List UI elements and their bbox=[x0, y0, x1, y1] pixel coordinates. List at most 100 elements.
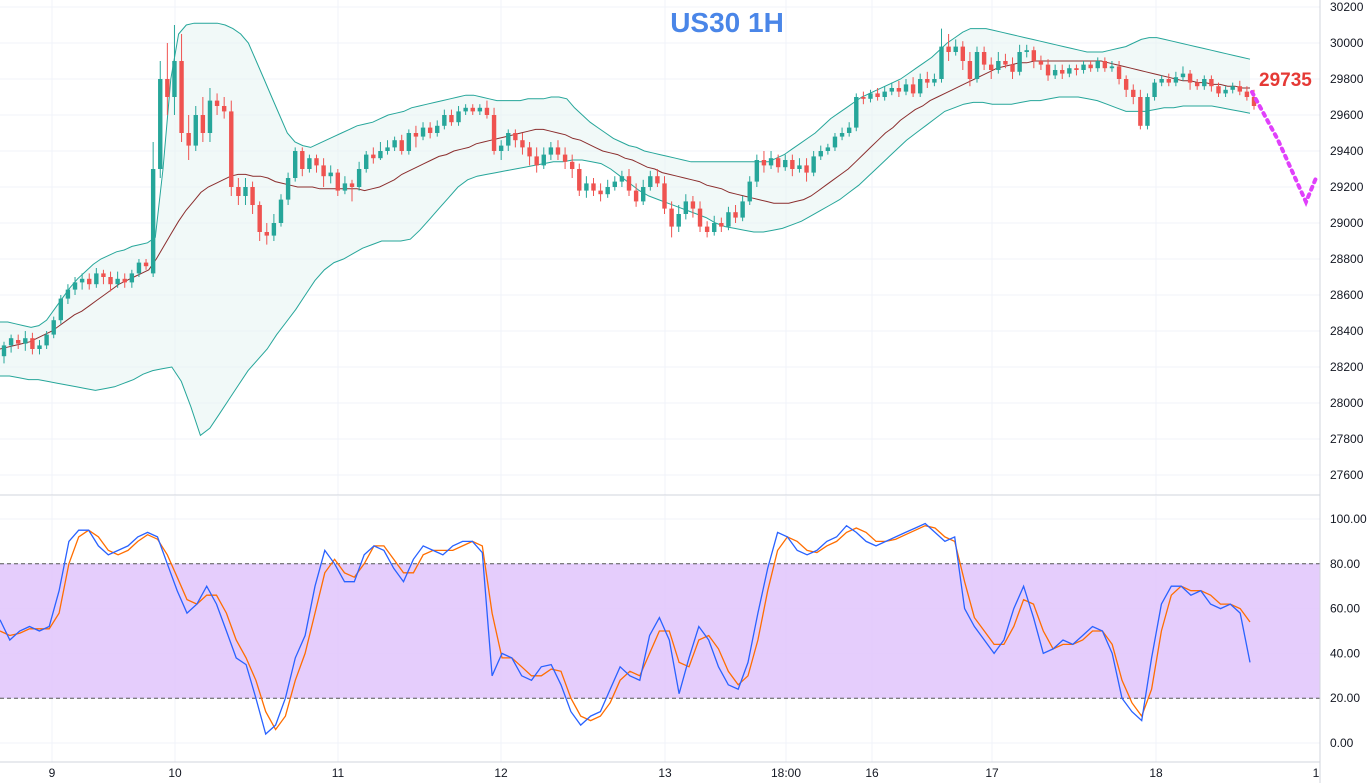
candle bbox=[79, 273, 85, 290]
oscillator-scale[interactable]: 100.00 80.00 60.00 40.00 20.00 0.00 bbox=[1330, 512, 1367, 750]
bollinger-lower-band bbox=[0, 96, 1251, 437]
candle bbox=[498, 140, 504, 160]
candle bbox=[44, 331, 49, 349]
candle bbox=[193, 106, 198, 151]
candle bbox=[23, 331, 28, 351]
candle bbox=[72, 277, 78, 295]
oscillator-tick-label: 60.00 bbox=[1330, 602, 1360, 616]
candle bbox=[115, 271, 120, 288]
stochastic-d-line bbox=[0, 525, 1251, 731]
candle bbox=[740, 196, 745, 222]
candle bbox=[1060, 64, 1065, 79]
candle bbox=[917, 73, 923, 97]
time-tick-label: 9 bbox=[49, 766, 56, 780]
candle bbox=[484, 100, 490, 119]
price-tick-label: 29400 bbox=[1330, 144, 1364, 158]
candle bbox=[1067, 64, 1072, 78]
candle bbox=[839, 127, 845, 141]
price-label: 29735 bbox=[1259, 70, 1312, 91]
candle bbox=[108, 271, 113, 292]
candle bbox=[1244, 86, 1250, 101]
candle bbox=[1230, 82, 1235, 94]
candle bbox=[37, 340, 42, 355]
price-tick-label: 29800 bbox=[1330, 72, 1364, 86]
candle bbox=[520, 133, 525, 155]
oscillator-tick-label: 20.00 bbox=[1330, 691, 1360, 705]
candle bbox=[328, 165, 333, 184]
candle bbox=[1038, 55, 1044, 70]
forecast-arrow bbox=[1250, 90, 1318, 208]
candle bbox=[278, 194, 284, 227]
candle bbox=[655, 169, 660, 187]
time-scale[interactable]: 9 10 11 12 13 18:00 16 17 18 1 bbox=[49, 766, 1320, 780]
candle bbox=[264, 223, 269, 245]
candle bbox=[903, 79, 909, 96]
candle bbox=[548, 142, 554, 160]
price-panel[interactable]: US30 1H 29735 bbox=[0, 0, 1320, 495]
price-scale[interactable]: 30200 30000 29800 29600 29400 29200 29000 28800… bbox=[1330, 0, 1364, 482]
candle bbox=[413, 125, 419, 148]
candle bbox=[129, 269, 135, 288]
candle bbox=[1173, 71, 1179, 87]
candle bbox=[378, 142, 383, 160]
time-tick-label: 12 bbox=[494, 766, 508, 780]
candle bbox=[172, 25, 177, 115]
candle bbox=[569, 154, 575, 178]
oscillator-tick-label: 0.00 bbox=[1330, 736, 1354, 750]
candle bbox=[584, 176, 589, 198]
candle bbox=[804, 158, 809, 182]
candle bbox=[648, 170, 653, 191]
candle bbox=[1123, 75, 1129, 97]
candle bbox=[562, 147, 568, 169]
candle bbox=[335, 169, 341, 196]
candle bbox=[136, 259, 142, 277]
candle bbox=[882, 86, 887, 101]
price-tick-label: 28200 bbox=[1330, 360, 1364, 374]
candle bbox=[207, 88, 213, 142]
candle bbox=[420, 122, 426, 141]
candle bbox=[783, 154, 788, 171]
price-tick-label: 29000 bbox=[1330, 216, 1364, 230]
candle bbox=[811, 151, 816, 177]
time-tick-label: 10 bbox=[168, 766, 182, 780]
candle bbox=[761, 151, 767, 173]
candle bbox=[1109, 61, 1115, 72]
candle bbox=[1138, 89, 1143, 130]
candle bbox=[1003, 53, 1008, 69]
candle bbox=[1074, 64, 1079, 76]
candle bbox=[527, 142, 532, 166]
candle bbox=[1010, 57, 1015, 79]
bollinger-upper-band bbox=[0, 22, 1251, 328]
candle bbox=[1052, 64, 1058, 79]
candle bbox=[243, 178, 248, 205]
candle bbox=[250, 181, 255, 214]
candle bbox=[1152, 79, 1157, 101]
candle bbox=[960, 41, 966, 70]
candle bbox=[1, 341, 7, 364]
candle bbox=[896, 80, 902, 97]
time-tick-label: 18:00 bbox=[771, 766, 801, 780]
oscillator-tick-label: 80.00 bbox=[1330, 557, 1360, 571]
candle bbox=[946, 34, 951, 61]
candle bbox=[342, 176, 348, 195]
candle bbox=[1045, 59, 1051, 81]
chart-title: US30 1H bbox=[670, 7, 784, 38]
candle bbox=[150, 142, 156, 277]
candle bbox=[1017, 44, 1022, 76]
oscillator-panel[interactable] bbox=[0, 496, 1320, 762]
stochastic-k-line bbox=[0, 522, 1251, 736]
candle bbox=[910, 77, 916, 97]
candle bbox=[925, 71, 930, 88]
candle bbox=[16, 334, 21, 349]
candle bbox=[1088, 61, 1093, 72]
candle bbox=[200, 97, 206, 142]
candle bbox=[8, 334, 14, 353]
candle bbox=[868, 89, 873, 103]
time-tick-label: 18 bbox=[1149, 766, 1163, 780]
candle bbox=[257, 201, 262, 241]
candle bbox=[314, 154, 319, 173]
price-tick-label: 30000 bbox=[1330, 36, 1364, 50]
candle bbox=[662, 176, 667, 214]
price-tick-label: 28600 bbox=[1330, 288, 1364, 302]
